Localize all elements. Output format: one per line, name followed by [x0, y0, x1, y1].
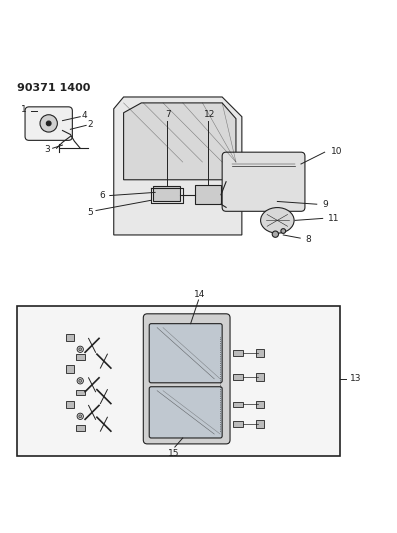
Circle shape [281, 229, 285, 233]
Polygon shape [256, 349, 264, 357]
FancyBboxPatch shape [75, 354, 85, 360]
Ellipse shape [260, 207, 294, 233]
Polygon shape [256, 420, 264, 428]
FancyBboxPatch shape [233, 374, 243, 379]
FancyBboxPatch shape [153, 187, 180, 201]
Text: 12: 12 [203, 110, 215, 119]
FancyBboxPatch shape [143, 314, 230, 444]
Text: 6: 6 [99, 191, 105, 200]
Text: 5: 5 [87, 207, 93, 216]
FancyBboxPatch shape [25, 107, 72, 140]
FancyBboxPatch shape [233, 402, 243, 407]
Polygon shape [256, 400, 264, 408]
Text: 1: 1 [21, 106, 27, 115]
Polygon shape [123, 103, 236, 180]
FancyBboxPatch shape [222, 152, 305, 211]
Circle shape [77, 413, 83, 419]
Text: 14: 14 [194, 290, 205, 299]
Text: 3: 3 [44, 146, 50, 155]
Circle shape [77, 378, 83, 384]
Circle shape [46, 121, 51, 126]
Circle shape [79, 379, 82, 382]
Text: 4: 4 [81, 111, 87, 120]
FancyBboxPatch shape [75, 390, 85, 395]
Circle shape [77, 346, 83, 352]
Text: 13: 13 [350, 374, 362, 383]
FancyBboxPatch shape [75, 425, 85, 431]
Text: 9: 9 [323, 200, 328, 209]
Circle shape [40, 115, 58, 132]
Text: 90371 1400: 90371 1400 [17, 83, 91, 93]
Polygon shape [66, 400, 74, 408]
FancyBboxPatch shape [233, 351, 243, 356]
Circle shape [79, 348, 82, 351]
Text: 15: 15 [168, 449, 179, 458]
Polygon shape [114, 97, 242, 235]
Text: 7: 7 [165, 110, 171, 119]
Text: 10: 10 [331, 147, 342, 156]
Circle shape [272, 231, 279, 237]
FancyBboxPatch shape [149, 324, 222, 383]
Polygon shape [66, 334, 74, 342]
FancyBboxPatch shape [195, 185, 222, 204]
FancyBboxPatch shape [149, 387, 222, 438]
Circle shape [79, 415, 82, 418]
FancyBboxPatch shape [233, 422, 243, 427]
Polygon shape [66, 365, 74, 373]
FancyBboxPatch shape [17, 306, 340, 456]
Polygon shape [256, 373, 264, 381]
Text: 2: 2 [87, 120, 93, 129]
Text: 11: 11 [328, 214, 339, 223]
Text: 8: 8 [305, 235, 311, 244]
